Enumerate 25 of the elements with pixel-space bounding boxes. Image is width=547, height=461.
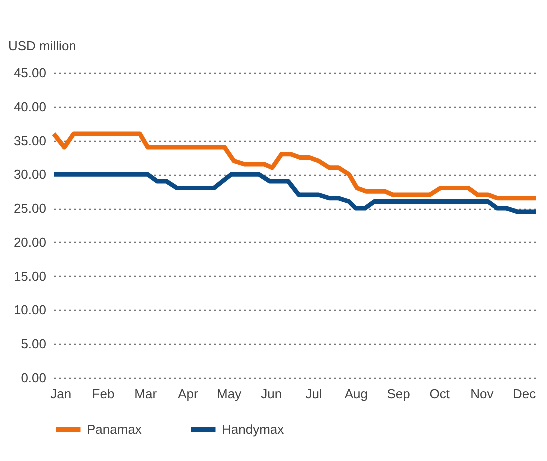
x-tick-label: Jun	[261, 386, 282, 402]
x-tick-label: Aug	[344, 386, 368, 402]
x-tick-label: Feb	[92, 386, 115, 402]
y-tick-label: 25.00	[14, 201, 46, 216]
y-tick-label: 35.00	[14, 133, 46, 148]
y-tick-label: 0.00	[21, 370, 46, 386]
x-tick-label: May	[217, 386, 242, 402]
y-tick-label: 15.00	[14, 268, 46, 284]
y-axis-title: USD million	[8, 38, 76, 54]
x-tick-label: Jan	[50, 386, 72, 402]
x-tick-label: Sep	[387, 386, 410, 402]
x-tick-label: Dec	[513, 386, 537, 402]
legend-label: Handymax	[222, 422, 285, 437]
x-tick-label: Nov	[470, 386, 494, 402]
y-tick-label: 45.00	[14, 66, 46, 80]
x-tick-label: Mar	[134, 386, 158, 402]
y-tick-label: 40.00	[14, 99, 46, 114]
x-tick-label: Oct	[430, 386, 450, 402]
legend-label: Panamax	[87, 422, 142, 437]
y-tick-label: 10.00	[14, 302, 46, 318]
x-tick-label: Apr	[178, 386, 200, 402]
y-tick-label: 20.00	[14, 234, 46, 250]
y-tick-label: 30.00	[14, 167, 46, 182]
x-tick-label: Jul	[306, 386, 322, 402]
y-tick-label: 5.00	[21, 336, 46, 352]
